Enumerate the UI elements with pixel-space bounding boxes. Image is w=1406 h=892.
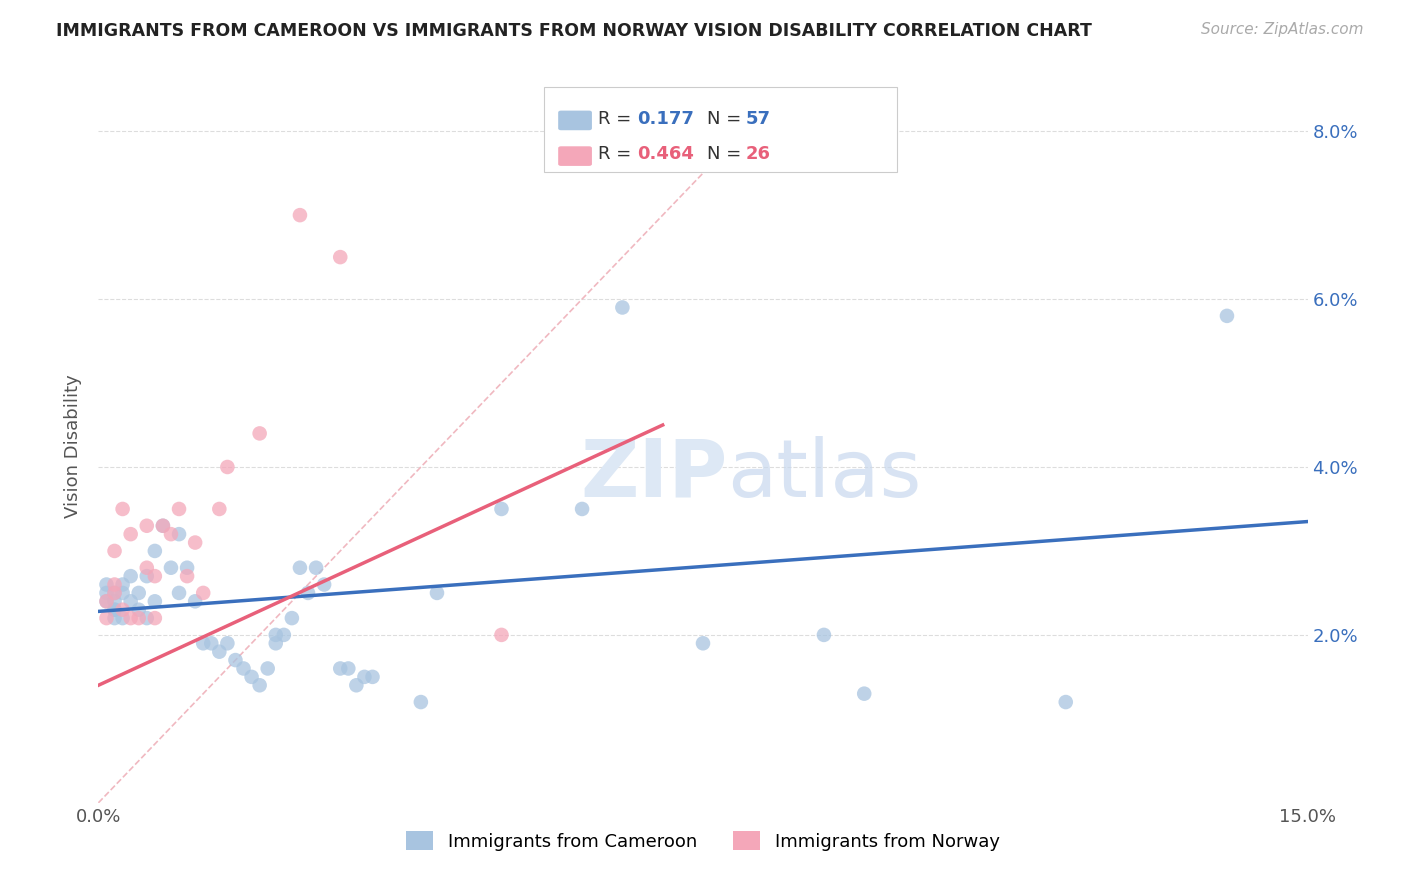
Text: N =: N = — [707, 145, 747, 163]
Point — [249, 678, 271, 692]
Point — [853, 687, 876, 701]
Point — [96, 594, 118, 608]
Point — [256, 661, 278, 675]
Point — [160, 560, 183, 574]
Point — [1216, 309, 1239, 323]
Point — [103, 544, 125, 558]
Point — [103, 586, 125, 600]
Point — [224, 653, 246, 667]
Point — [120, 611, 142, 625]
Point — [337, 661, 360, 675]
Point — [135, 518, 157, 533]
Point — [1054, 695, 1077, 709]
Point — [273, 628, 295, 642]
Point — [167, 527, 190, 541]
Point — [128, 611, 150, 625]
Point — [193, 636, 215, 650]
Point — [491, 502, 513, 516]
Point — [143, 611, 166, 625]
Point — [692, 636, 714, 650]
Text: R =: R = — [598, 145, 637, 163]
Point — [103, 603, 125, 617]
Text: N =: N = — [707, 110, 747, 128]
Point — [120, 527, 142, 541]
Point — [103, 611, 125, 625]
Point — [176, 560, 198, 574]
Text: ZIP: ZIP — [579, 435, 727, 514]
Text: 0.464: 0.464 — [637, 145, 693, 163]
Point — [135, 611, 157, 625]
Point — [120, 594, 142, 608]
Point — [152, 518, 174, 533]
Point — [103, 603, 125, 617]
Point — [96, 594, 118, 608]
Point — [813, 628, 835, 642]
Point — [111, 603, 134, 617]
Point — [264, 628, 287, 642]
Point — [111, 611, 134, 625]
Point — [329, 250, 352, 264]
Point — [135, 560, 157, 574]
Point — [208, 502, 231, 516]
Point — [111, 577, 134, 591]
Point — [353, 670, 375, 684]
Point — [160, 527, 183, 541]
Point — [103, 586, 125, 600]
Point — [135, 569, 157, 583]
Legend: Immigrants from Cameroon, Immigrants from Norway: Immigrants from Cameroon, Immigrants fro… — [399, 824, 1007, 858]
Point — [200, 636, 222, 650]
Point — [96, 611, 118, 625]
Point — [314, 577, 336, 591]
Point — [128, 586, 150, 600]
Point — [176, 569, 198, 583]
Point — [344, 678, 367, 692]
Point — [111, 586, 134, 600]
Point — [264, 636, 287, 650]
Point — [297, 586, 319, 600]
Point — [240, 670, 263, 684]
Point — [329, 661, 352, 675]
Point — [152, 518, 174, 533]
Point — [409, 695, 432, 709]
Point — [426, 586, 449, 600]
Point — [612, 301, 634, 315]
Point — [217, 460, 239, 475]
Point — [184, 594, 207, 608]
Point — [249, 426, 271, 441]
Text: R =: R = — [598, 110, 637, 128]
Point — [491, 628, 513, 642]
Text: 57: 57 — [745, 110, 770, 128]
Point — [288, 560, 311, 574]
Point — [184, 535, 207, 549]
Point — [281, 611, 304, 625]
Point — [143, 569, 166, 583]
Point — [217, 636, 239, 650]
Point — [208, 645, 231, 659]
Point — [120, 569, 142, 583]
Point — [96, 586, 118, 600]
Text: 26: 26 — [745, 145, 770, 163]
Point — [232, 661, 254, 675]
Point — [361, 670, 384, 684]
Point — [571, 502, 593, 516]
Point — [193, 586, 215, 600]
Point — [143, 544, 166, 558]
Point — [288, 208, 311, 222]
Y-axis label: Vision Disability: Vision Disability — [65, 374, 83, 518]
Text: 0.177: 0.177 — [637, 110, 693, 128]
Point — [111, 502, 134, 516]
Text: atlas: atlas — [727, 435, 921, 514]
Point — [103, 594, 125, 608]
Point — [167, 586, 190, 600]
Point — [128, 603, 150, 617]
Text: IMMIGRANTS FROM CAMEROON VS IMMIGRANTS FROM NORWAY VISION DISABILITY CORRELATION: IMMIGRANTS FROM CAMEROON VS IMMIGRANTS F… — [56, 22, 1092, 40]
Point — [305, 560, 328, 574]
Point — [103, 577, 125, 591]
Point — [96, 577, 118, 591]
Text: Source: ZipAtlas.com: Source: ZipAtlas.com — [1201, 22, 1364, 37]
Point — [167, 502, 190, 516]
Point — [143, 594, 166, 608]
